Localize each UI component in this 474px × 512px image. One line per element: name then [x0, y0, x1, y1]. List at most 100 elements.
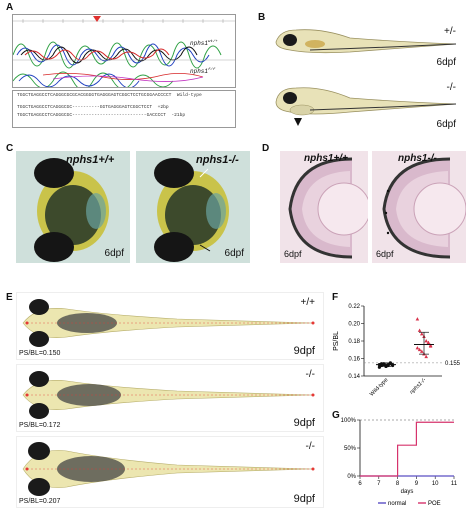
g-y-tick-label: 0% [347, 474, 356, 480]
f-point-mutant [424, 339, 428, 343]
photo-d-right: nphs1-/- 6dpf [372, 151, 466, 263]
f-point-mutant [420, 349, 424, 353]
e1-ratio: PS/BL=0.150 [19, 350, 61, 357]
photo-d-left: nphs1+/+ 6dpf [280, 151, 368, 263]
f-point-mutant [420, 332, 424, 336]
d-right-dpf: 6dpf [376, 249, 394, 259]
larva-lateral-top [275, 29, 457, 54]
seq-mut2-text: TGGCTGAGGCCTCAGGGCGC--------------------… [17, 113, 166, 118]
eye-section-left [288, 157, 368, 259]
panel-label-a: A [6, 2, 14, 13]
trace2-label: nphs1f/f [190, 68, 215, 75]
panel-label-g: G [332, 410, 340, 421]
f-point-mutant [415, 317, 420, 321]
f-point-mutant [426, 340, 431, 345]
trace1-name: nphs1 [190, 40, 209, 47]
sequence-alignment-box: TGGCTGAGGCCTCAGGGCGCGCACGGGGTGAGGGAGTCGG… [12, 90, 236, 128]
trace1-sup: wt/+ [208, 40, 218, 44]
seq-wildtype-tag: Wild-type [176, 93, 202, 98]
chromatogram-box [12, 14, 236, 91]
f-y-tick-label: 0.20 [348, 322, 360, 328]
trace1-label: nphs1wt/+ [190, 40, 218, 47]
panel-label-c: C [6, 143, 14, 154]
f-x-category-label: nphs1-/- [409, 377, 428, 396]
larva-dorsal-3 [22, 442, 315, 496]
f-y-tick-label: 0.16 [348, 357, 360, 363]
g-x-tick-label: 7 [377, 481, 381, 487]
g-legend-label: normal [388, 501, 406, 507]
seq-wildtype-text: TGGCTGAGGCCTCAGGGCGCGCACGGGGTGAGGGAGTCGG… [17, 93, 172, 98]
d-right-title: nphs1-/- [398, 153, 437, 164]
genotype-bottom: -/- [446, 82, 456, 93]
f-y-tick-label: 0.22 [348, 304, 360, 310]
photo-c-right: nphs1-/- 6dpf [136, 151, 250, 263]
panel-label-d: D [262, 143, 270, 154]
f-point-mutant [424, 354, 428, 359]
seq-mutant-2: TGGCTGAGGCCTCAGGGCGC--------------------… [17, 113, 185, 118]
g-x-axis-label: days [401, 489, 414, 495]
eye-section-right [382, 157, 466, 259]
f-reference-label: 0.155 [445, 361, 461, 367]
panel-label-b: B [258, 12, 266, 23]
larva-lateral-bottom [275, 87, 457, 126]
panel-label-f: F [332, 292, 339, 303]
c-left-title: nphs1+/+ [66, 154, 115, 166]
g-x-tick-label: 6 [358, 481, 362, 487]
g-y-tick-label: 100% [341, 418, 357, 424]
e2-ratio: PS/BL=0.172 [19, 422, 61, 429]
e3-genotype: -/- [305, 441, 315, 452]
seq-mut2-tag: -21bp [171, 113, 186, 118]
photo-c-left: nphs1+/+ 6dpf [16, 151, 130, 263]
f-y-axis-label: PS/BL [333, 331, 340, 351]
e1-genotype: +/+ [300, 297, 315, 308]
f-x-category-label: Wild-type [369, 377, 389, 397]
head-dorsal-right [154, 158, 229, 262]
f-point-mutant [428, 344, 433, 348]
e3-ratio: PS/BL=0.207 [19, 498, 61, 505]
seq-mutant-1: TGGCTGAGGCCTCAGGGCGC----------GGTGAGGGAG… [17, 105, 169, 110]
head-dorsal-left [34, 158, 109, 262]
g-legend-label: POE [428, 501, 441, 507]
larva-dorsal-2 [22, 371, 315, 419]
trace2-name: nphs1 [190, 68, 209, 75]
f-point-mutant [417, 328, 422, 332]
g-x-tick-label: 10 [432, 481, 439, 487]
seq-mut1-tag: +2bp [157, 105, 169, 110]
c-right-dpf: 6dpf [224, 248, 244, 259]
g-x-tick-label: 11 [451, 481, 458, 487]
g-x-tick-label: 9 [415, 481, 419, 487]
d-left-dpf: 6dpf [284, 249, 302, 259]
e1-dpf: 9dpf [293, 345, 315, 357]
e-row-1: +/+ PS/BL=0.150 9dpf [16, 292, 324, 360]
e-row-3: -/- PS/BL=0.207 9dpf [16, 436, 324, 508]
seq-wildtype: TGGCTGAGGCCTCAGGGCGCGCACGGGGTGAGGGAGTCGG… [17, 93, 202, 98]
chromatogram-traces [12, 19, 235, 91]
mutation-marker-icon [93, 16, 101, 22]
genotype-top: +/- [444, 26, 456, 37]
larva-dorsal-1 [22, 299, 315, 347]
e3-dpf: 9dpf [293, 493, 315, 505]
f-point-mutant [417, 347, 422, 352]
larva-photo-top: +/- 6dpf [270, 20, 462, 70]
c-left-dpf: 6dpf [104, 248, 124, 259]
f-y-tick-label: 0.14 [348, 374, 360, 380]
e2-dpf: 9dpf [293, 417, 315, 429]
f-point-wildtype [377, 365, 381, 369]
f-y-tick-label: 0.18 [348, 339, 360, 345]
d-left-title: nphs1+/+ [304, 153, 348, 164]
psbl-scatter-chart: 0.14 0.16 0.18 0.20 0.22 PS/BL 0.155 Wild-type n… [333, 304, 461, 398]
larva-photo-bottom: -/- 6dpf [270, 76, 462, 132]
g-y-tick-label: 50% [344, 446, 357, 452]
g-series-poe-line [360, 421, 454, 477]
survival-line-chart: 0% 50% 100% 6 7 8 9 10 11 days normal POE [341, 418, 458, 507]
dpf-bottom: 6dpf [436, 119, 456, 130]
c-right-title: nphs1-/- [196, 154, 239, 166]
f-point-mutant [415, 346, 420, 350]
seq-mut1-text: TGGCTGAGGCCTCAGGGCGC----------GGTGAGGGAG… [17, 105, 153, 110]
dpf-top: 6dpf [436, 57, 456, 68]
panel-label-e: E [6, 292, 13, 303]
g-x-tick-label: 8 [396, 481, 400, 487]
e2-genotype: -/- [305, 369, 315, 380]
trace2-sup: f/f [208, 68, 216, 72]
e-row-2: -/- PS/BL=0.172 9dpf [16, 364, 324, 432]
